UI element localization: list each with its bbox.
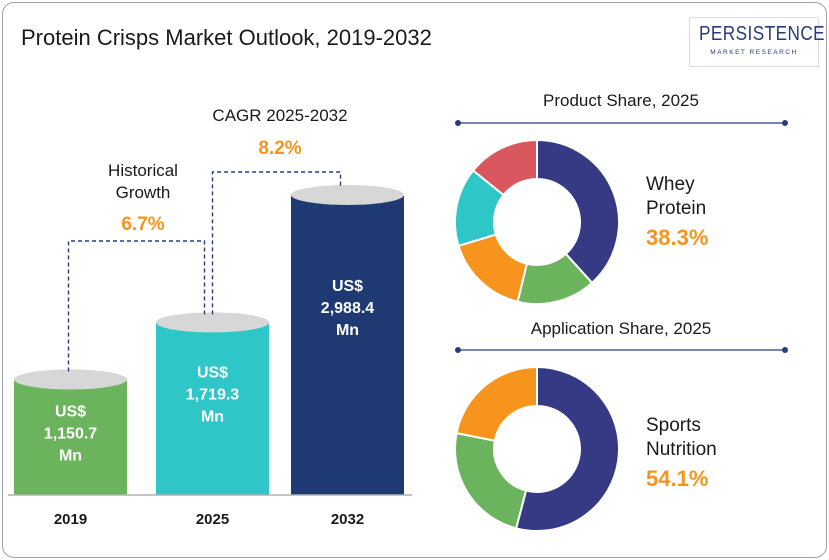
application-share-rule-dot [782, 347, 788, 353]
bar-2025 [156, 322, 269, 495]
bar-value-label: 1,150.7 [44, 425, 97, 442]
historical-growth-label: Growth [116, 183, 171, 202]
bar-2032 [291, 194, 404, 495]
bar-value-label: Mn [201, 409, 224, 426]
product-share-rule-dot [455, 120, 461, 126]
application-share-slice-2 [455, 365, 538, 442]
bar-top-2019 [14, 369, 127, 390]
bar-top-2025 [156, 312, 269, 333]
bar-value-label: Mn [59, 447, 82, 464]
bar-category-label: 2019 [54, 511, 87, 528]
bar-value-label: US$ [332, 278, 363, 295]
bar-value-label: 1,719.3 [186, 387, 239, 404]
bar-value-label: 2,988.4 [321, 300, 374, 317]
bar-value-label: Mn [336, 322, 359, 339]
bar-category-label: 2032 [331, 511, 364, 528]
cagr-value: 8.2% [258, 138, 301, 159]
persistence-logo: PERSISTENCE MARKET RESEARCH [689, 17, 826, 67]
product-share-callout-label: Whey [646, 174, 695, 195]
bar-value-label: US$ [197, 365, 228, 382]
application-share-slice-0 [514, 365, 620, 532]
application-share-slice-1 [454, 431, 528, 530]
historical-growth-connector [67, 240, 206, 372]
product-share-slice-2 [457, 233, 529, 303]
application-share-callout-label: Nutrition [646, 439, 717, 460]
logo-sub-text: MARKET RESEARCH [710, 49, 798, 56]
bar-category-label: 2025 [196, 511, 229, 528]
application-share-callout-value: 54.1% [646, 466, 708, 491]
product-share-slice-4 [471, 138, 538, 197]
application-share-title: Application Share, 2025 [531, 319, 712, 338]
cagr-connector [211, 171, 342, 315]
product-share-slice-0 [536, 138, 620, 285]
page-title: Protein Crisps Market Outlook, 2019-2032 [21, 25, 432, 50]
bar-value-label: US$ [55, 403, 86, 420]
product-share-callout-label: Protein [646, 198, 706, 219]
bar-top-2032 [291, 184, 404, 205]
application-share-rule-dot [455, 347, 461, 353]
product-share-callout-value: 38.3% [646, 225, 708, 250]
historical-growth-label: Historical [108, 161, 178, 180]
product-share-title: Product Share, 2025 [543, 91, 699, 110]
product-share-rule-dot [782, 120, 788, 126]
cagr-label: CAGR 2025-2032 [212, 106, 347, 125]
bar-2019 [14, 379, 127, 495]
logo-main-text: PERSISTENCE [698, 23, 826, 45]
application-share-callout-label: Sports [646, 415, 701, 436]
historical-growth-value: 6.7% [121, 214, 164, 235]
